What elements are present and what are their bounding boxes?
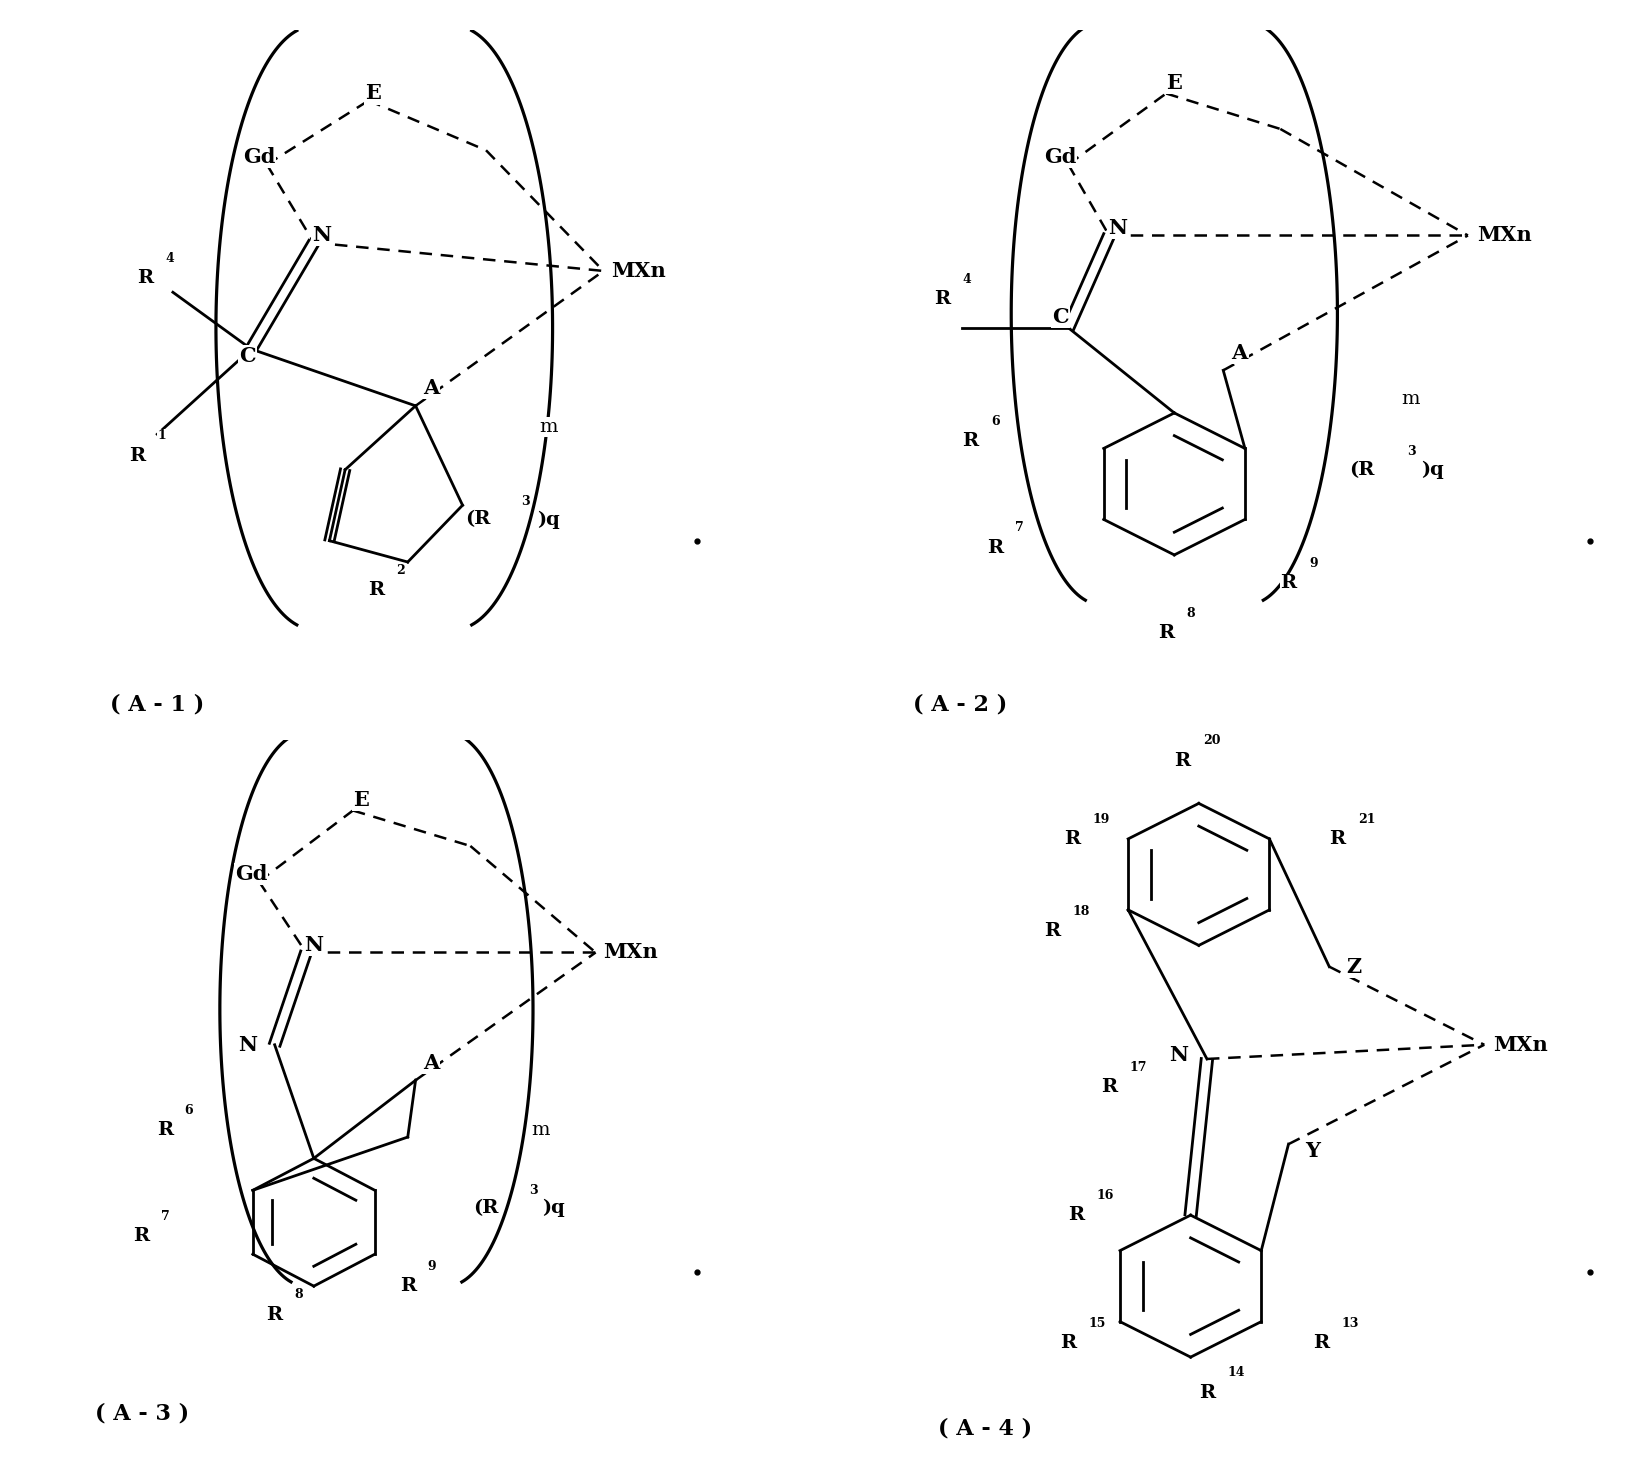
- Text: 15: 15: [1089, 1316, 1105, 1330]
- Text: A: A: [422, 379, 438, 398]
- Text: Gd: Gd: [1043, 148, 1076, 167]
- Text: N: N: [305, 935, 323, 955]
- Text: 8: 8: [1185, 606, 1195, 620]
- Text: (R: (R: [465, 510, 491, 528]
- Text: 9: 9: [427, 1260, 435, 1273]
- Text: 3: 3: [1405, 445, 1415, 458]
- Text: ( A - 3 ): ( A - 3 ): [95, 1404, 189, 1424]
- Text: R: R: [134, 1228, 150, 1245]
- Text: R: R: [399, 1278, 416, 1296]
- Text: R: R: [1068, 1207, 1084, 1225]
- Text: N: N: [238, 1035, 256, 1055]
- Text: R: R: [962, 432, 978, 450]
- Text: 18: 18: [1073, 905, 1089, 918]
- Text: 6: 6: [991, 416, 999, 427]
- Text: m: m: [531, 1121, 549, 1139]
- Text: MXn: MXn: [1477, 225, 1531, 246]
- Text: E: E: [1165, 72, 1182, 93]
- Text: 19: 19: [1092, 812, 1110, 825]
- Text: R: R: [1198, 1384, 1214, 1402]
- Text: R: R: [156, 1121, 173, 1139]
- Text: 7: 7: [1014, 522, 1024, 534]
- Text: )q: )q: [1420, 460, 1443, 479]
- Text: ( A - 1 ): ( A - 1 ): [111, 694, 204, 714]
- Text: 3: 3: [528, 1183, 538, 1197]
- Text: R: R: [1328, 830, 1345, 847]
- Text: 6: 6: [184, 1103, 192, 1117]
- Text: 4: 4: [165, 251, 174, 265]
- Text: R: R: [1312, 1334, 1328, 1352]
- Text: R: R: [1174, 751, 1190, 769]
- Text: R: R: [129, 447, 145, 464]
- Text: N: N: [1107, 219, 1126, 238]
- Text: ( A - 4 ): ( A - 4 ): [937, 1417, 1032, 1439]
- Text: 8: 8: [293, 1288, 303, 1302]
- Text: MXn: MXn: [611, 260, 665, 281]
- Text: R: R: [934, 290, 949, 308]
- Text: MXn: MXn: [1493, 1035, 1547, 1055]
- Text: N: N: [311, 225, 331, 246]
- Text: (R: (R: [1348, 461, 1374, 479]
- Text: E: E: [352, 790, 368, 810]
- Text: 16: 16: [1095, 1189, 1113, 1202]
- Text: A: A: [1231, 343, 1247, 362]
- Text: R: R: [1100, 1078, 1117, 1096]
- Text: 14: 14: [1227, 1367, 1244, 1380]
- Text: C: C: [240, 346, 256, 367]
- Text: R: R: [1064, 830, 1079, 847]
- Text: R: R: [368, 581, 385, 599]
- Text: R: R: [137, 269, 153, 287]
- Text: C: C: [1051, 308, 1068, 327]
- Text: ( A - 2 ): ( A - 2 ): [913, 694, 1007, 714]
- Text: Y: Y: [1304, 1142, 1320, 1161]
- Text: )q: )q: [543, 1199, 566, 1217]
- Text: (R: (R: [473, 1199, 499, 1217]
- Text: E: E: [365, 83, 380, 104]
- Text: 7: 7: [161, 1210, 170, 1223]
- Text: R: R: [1060, 1334, 1076, 1352]
- Text: 4: 4: [962, 274, 970, 285]
- Text: R: R: [986, 538, 1002, 556]
- Text: Gd: Gd: [243, 148, 275, 167]
- Text: 1: 1: [156, 429, 166, 442]
- Text: R: R: [1157, 624, 1174, 642]
- Text: N: N: [1169, 1046, 1187, 1065]
- Text: 13: 13: [1341, 1316, 1358, 1330]
- Text: R: R: [266, 1306, 282, 1324]
- Text: 17: 17: [1128, 1060, 1146, 1074]
- Text: 21: 21: [1356, 812, 1374, 825]
- Text: Z: Z: [1345, 957, 1361, 976]
- Text: 9: 9: [1307, 558, 1317, 569]
- Text: 3: 3: [522, 495, 530, 509]
- Text: Gd: Gd: [235, 864, 267, 884]
- Text: 20: 20: [1203, 735, 1219, 747]
- Text: MXn: MXn: [603, 942, 659, 963]
- Text: A: A: [422, 1053, 438, 1072]
- Text: R: R: [1280, 574, 1296, 592]
- Text: 2: 2: [396, 563, 404, 577]
- Text: R: R: [1043, 923, 1060, 941]
- Text: m: m: [540, 419, 557, 436]
- Text: m: m: [1400, 390, 1420, 408]
- Text: )q: )q: [536, 510, 559, 528]
